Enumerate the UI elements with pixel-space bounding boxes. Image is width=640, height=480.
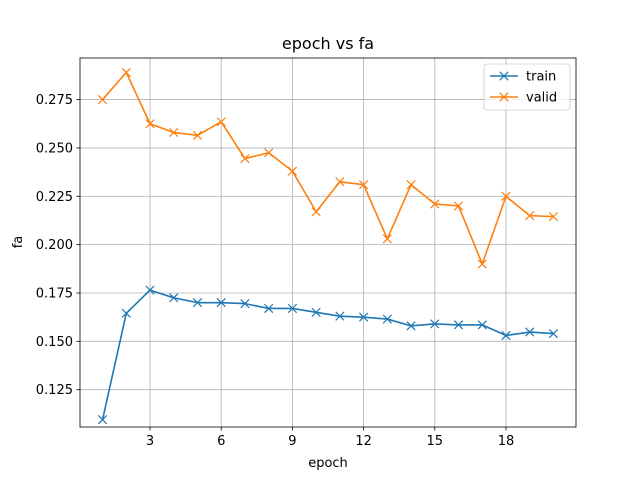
- data-point-valid: [121, 67, 131, 78]
- plot-frame: [79, 57, 577, 428]
- data-point-train: [477, 320, 487, 330]
- y-ticks: 0.125 0.150 0.175 0.200 0.225 0.250 0.275: [36, 93, 80, 398]
- chart-title: epoch vs fa: [282, 34, 374, 53]
- data-point-train: [406, 321, 416, 331]
- legend-label: valid: [526, 91, 557, 106]
- data-point-train: [216, 298, 226, 308]
- data-point-valid: [453, 201, 464, 211]
- x-tick-label: 18: [498, 434, 515, 449]
- data-point-train: [501, 330, 511, 341]
- data-point-train: [548, 328, 559, 339]
- data-point-train: [121, 308, 131, 318]
- data-point-valid: [477, 259, 487, 269]
- data-point-train: [192, 298, 203, 308]
- data-point-valid: [169, 127, 179, 138]
- series-train: [97, 285, 559, 425]
- legend-entry-valid: valid: [490, 91, 557, 106]
- data-point-valid: [358, 180, 369, 190]
- y-axis-label: fa: [11, 236, 26, 249]
- data-point-valid: [240, 153, 250, 164]
- y-tick-label: 0.200: [36, 238, 73, 253]
- y-tick-label: 0.225: [36, 190, 73, 205]
- data-point-valid: [145, 119, 155, 129]
- legend: train valid: [483, 63, 571, 111]
- y-tick-label: 0.125: [36, 383, 73, 398]
- legend-label: train: [526, 70, 556, 85]
- legend-marker: [499, 92, 509, 102]
- data-point-valid: [548, 211, 559, 222]
- y-tick-label: 0.275: [36, 93, 73, 108]
- series-line-valid: [101, 71, 554, 265]
- x-ticks: 3 6 9 12 15 18: [146, 427, 514, 449]
- x-axis-label: epoch: [308, 456, 348, 471]
- data-point-train: [264, 303, 274, 314]
- data-point-valid: [97, 94, 108, 105]
- data-point-valid: [525, 210, 535, 221]
- x-tick-label: 3: [146, 434, 154, 449]
- x-tick-label: 9: [288, 434, 296, 449]
- data-point-train: [240, 298, 250, 309]
- series-line-train: [101, 289, 554, 420]
- data-point-valid: [501, 191, 511, 201]
- data-point-valid: [264, 148, 274, 158]
- data-point-valid: [216, 117, 226, 127]
- data-point-valid: [335, 177, 345, 187]
- y-tick-label: 0.175: [36, 286, 73, 301]
- data-point-valid: [192, 130, 203, 140]
- data-point-valid: [287, 166, 298, 176]
- x-tick-label: 6: [217, 434, 225, 449]
- x-tick-label: 12: [355, 434, 372, 449]
- data-point-train: [525, 327, 535, 337]
- data-point-train: [382, 314, 392, 324]
- data-point-train: [97, 415, 108, 425]
- legend-marker: [499, 71, 509, 81]
- data-point-valid: [382, 234, 392, 244]
- data-point-valid: [311, 207, 321, 217]
- y-tick-label: 0.150: [36, 335, 73, 350]
- series-valid: [97, 67, 559, 269]
- data-point-train: [287, 303, 298, 314]
- data-point-train: [453, 320, 464, 330]
- x-tick-label: 15: [427, 434, 444, 449]
- data-point-train: [358, 312, 369, 322]
- series-layer: [97, 67, 559, 425]
- data-point-train: [145, 285, 155, 295]
- data-point-train: [335, 311, 345, 321]
- data-point-valid: [406, 180, 416, 190]
- data-point-train: [311, 307, 321, 317]
- y-tick-label: 0.250: [36, 141, 73, 156]
- data-point-valid: [430, 199, 440, 209]
- data-point-train: [169, 293, 179, 303]
- legend-entry-train: train: [490, 70, 556, 85]
- data-point-train: [430, 319, 440, 329]
